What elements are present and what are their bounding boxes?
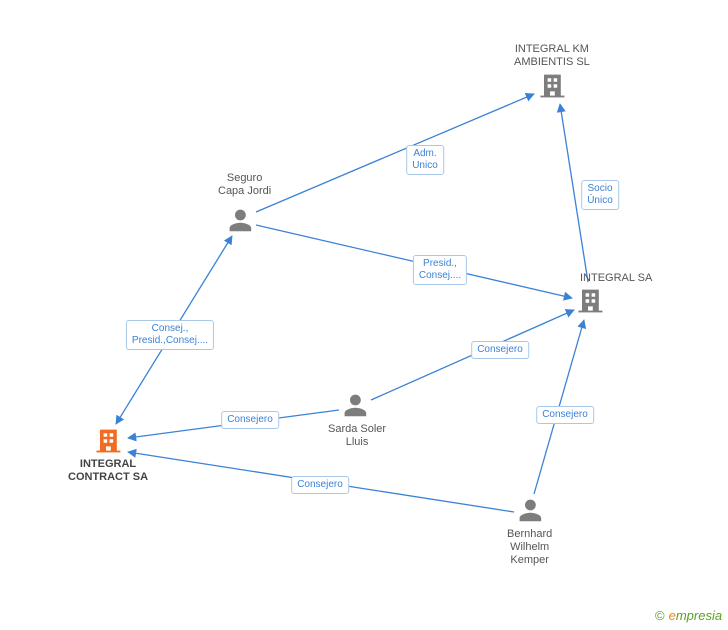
building-icon[interactable] [540,75,564,98]
edge-label[interactable]: Consejero [291,476,349,494]
edge-label[interactable]: Socio Único [581,180,619,210]
node-label[interactable]: INTEGRAL CONTRACT SA [68,458,148,484]
edge-label[interactable]: Consejero [471,341,529,359]
watermark: © empresia [655,608,722,623]
building-icon[interactable] [96,430,120,453]
person-icon[interactable] [345,395,367,417]
node-label[interactable]: INTEGRAL SA [580,272,652,285]
person-icon[interactable] [520,500,542,522]
edge-label[interactable]: Consejero [536,406,594,424]
edge-label[interactable]: Adm. Unico [406,145,444,175]
watermark-rest: mpresia [676,608,722,623]
copyright-symbol: © [655,608,665,623]
person-icon[interactable] [230,210,252,232]
network-diagram [0,0,728,630]
watermark-e: e [669,608,676,623]
building-icon[interactable] [578,290,602,313]
node-label[interactable]: Seguro Capa Jordi [218,172,271,198]
node-label[interactable]: Bernhard Wilhelm Kemper [507,528,552,568]
edge-label[interactable]: Presid., Consej.... [413,255,467,285]
edge-label[interactable]: Consej., Presid.,Consej.... [126,320,214,350]
node-label[interactable]: Sarda Soler Lluis [328,423,386,449]
edge-line [256,94,534,212]
edge-label[interactable]: Consejero [221,411,279,429]
node-label[interactable]: INTEGRAL KM AMBIENTIS SL [514,43,590,69]
